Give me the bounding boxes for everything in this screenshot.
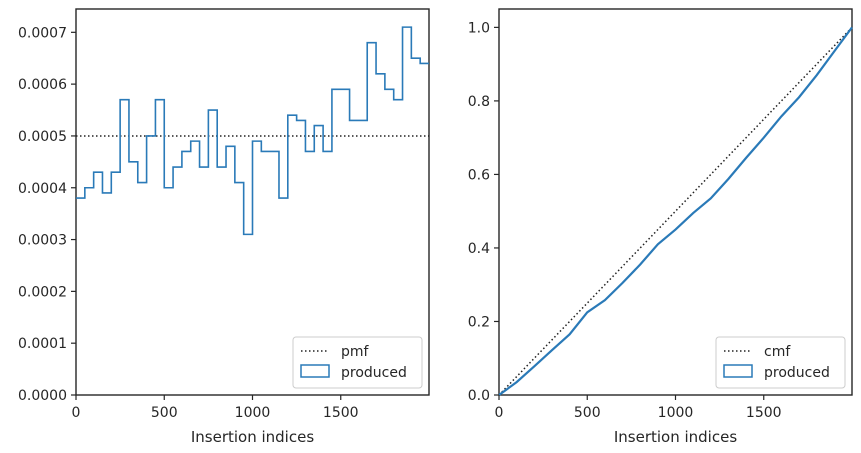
pmf-produced-step-line [76,26,429,236]
cmf-y-tick-label: 0.2 [468,314,490,330]
cmf-x-axis-label: Insertion indices [614,428,737,446]
pmf-x-tick-label: 1000 [235,405,271,421]
cmf-y-tick-label: 1.0 [468,20,490,36]
cmf-y-axis: 0.0 0.2 0.4 0.6 0.8 1.0 [468,20,499,404]
pmf-y-axis: 0.0000 0.0001 0.0002 0.0003 0.0004 0.0005 0.00… [18,25,76,404]
cmf-y-tick-label: 0.0 [468,388,490,404]
cmf-y-tick-label: 0.6 [468,167,490,183]
cmf-legend-label-produced: produced [764,365,830,381]
pmf-legend-patch-icon [300,364,330,378]
pmf-y-tick-label: 0.0007 [18,25,67,41]
pmf-y-tick-label: 0.0004 [18,181,67,197]
pmf-y-tick-label: 0.0001 [18,336,67,352]
pmf-x-tick-label: 0 [72,405,81,421]
pmf-y-tick-label: 0.0003 [18,233,67,249]
cmf-legend-box [715,336,846,389]
cmf-y-tick-label: 0.4 [468,241,490,257]
cmf-x-tick-label: 1500 [746,405,782,421]
cmf-legend-patch-icon [723,364,753,378]
pmf-y-tick-label: 0.0006 [18,77,67,93]
cmf-x-axis: 0 500 1000 1500 [495,395,782,421]
pmf-x-tick-label: 1500 [323,405,359,421]
pmf-x-axis: 0 500 1000 1500 [72,395,359,421]
cmf-produced-cumulative-line [498,26,853,396]
pmf-x-tick-label: 500 [151,405,178,421]
cmf-x-tick-label: 0 [495,405,504,421]
cmf-y-tick-label: 0.8 [468,94,490,110]
cmf-x-tick-label: 500 [574,405,601,421]
cmf-legend-label-reference: cmf [764,344,791,360]
pmf-y-tick-label: 0.0000 [18,388,67,404]
pmf-legend-box [292,336,423,389]
cmf-plot-area [498,26,853,396]
pmf-y-tick-label: 0.0002 [18,284,67,300]
pmf-y-tick-label: 0.0005 [18,129,67,145]
pmf-legend: pmf produced [292,336,423,389]
cmf-x-tick-label: 1000 [658,405,694,421]
cmf-reference-line [498,26,853,396]
pmf-legend-label-produced: produced [341,365,407,381]
pmf-chart-panel: 0.0000 0.0001 0.0002 0.0003 0.0004 0.0005 0.00… [18,8,430,446]
pmf-plot-area [76,26,429,236]
cmf-legend: cmf produced [715,336,846,389]
cmf-chart-panel: 0.0 0.2 0.4 0.6 0.8 1.0 0 500 1000 1500 Insertio… [468,8,853,446]
pmf-legend-label-reference: pmf [341,344,370,360]
pmf-x-axis-label: Insertion indices [191,428,314,446]
